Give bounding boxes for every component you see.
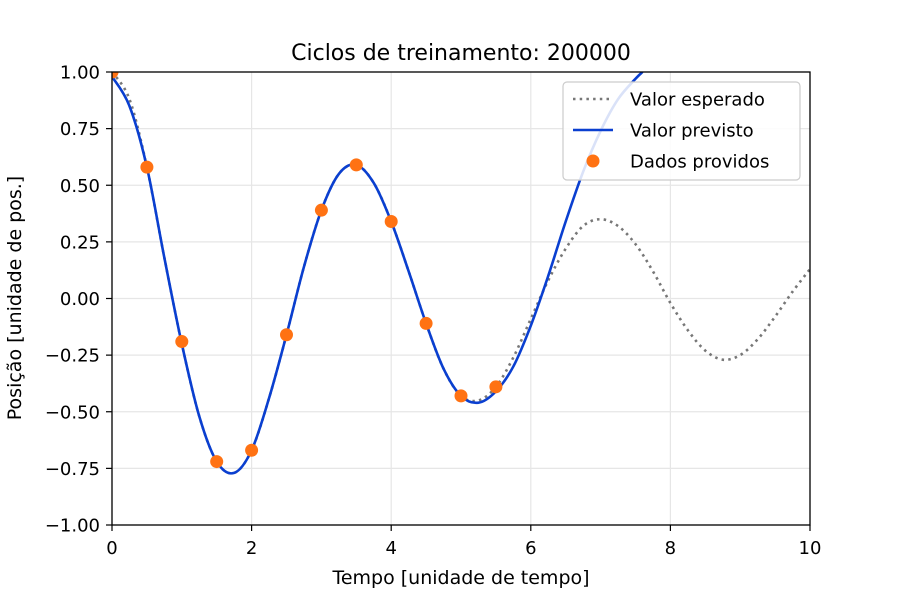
legend-label: Dados providos (630, 152, 769, 173)
x-axis-label: Tempo [unidade de tempo] (331, 567, 589, 589)
y-axis: −1.00 −0.75 −0.50 −0.25 0.00 0.25 0.50 0.75 1.00 (45, 63, 112, 537)
data-point (210, 455, 224, 469)
data-point (489, 380, 503, 394)
data-point (245, 443, 259, 457)
y-tick-label: −0.50 (45, 402, 100, 423)
y-tick-label: 0.75 (60, 119, 100, 140)
legend-marker (586, 154, 600, 168)
legend-box (562, 81, 801, 181)
y-tick-label: 0.50 (60, 176, 100, 197)
y-tick-label: 0.25 (60, 232, 100, 253)
data-point (280, 328, 293, 342)
x-tick-label: 6 (525, 538, 536, 559)
data-point (140, 160, 154, 174)
legend-label: Valor esperado (630, 90, 765, 111)
y-tick-label: 1.00 (60, 63, 100, 84)
data-point (419, 316, 433, 330)
x-tick-label: 8 (665, 538, 676, 559)
data-point (454, 389, 468, 403)
data-point (314, 203, 328, 217)
x-tick-label: 4 (385, 538, 396, 559)
chart-title: Ciclos de treinamento: 200000 (291, 41, 631, 66)
x-tick-label: 10 (799, 538, 822, 559)
y-axis-label: Posição [unidade de pos.] (4, 176, 26, 420)
y-tick-label: −1.00 (45, 516, 100, 537)
x-tick-label: 2 (246, 538, 257, 559)
series-line-1 (112, 72, 644, 475)
y-tick-label: −0.75 (45, 459, 100, 480)
y-tick-label: 0.00 (60, 289, 100, 310)
y-tick-label: −0.25 (45, 346, 100, 367)
legend-label: Valor previsto (630, 121, 754, 142)
plot-area (112, 72, 810, 475)
x-axis: 0 2 4 6 8 10 (106, 525, 821, 559)
data-point (175, 335, 189, 349)
data-point (349, 158, 363, 172)
data-point (384, 214, 398, 228)
legend: Valor esperado Valor previsto Dados provid… (562, 81, 801, 181)
x-tick-label: 0 (106, 538, 117, 559)
data-point (112, 72, 119, 79)
